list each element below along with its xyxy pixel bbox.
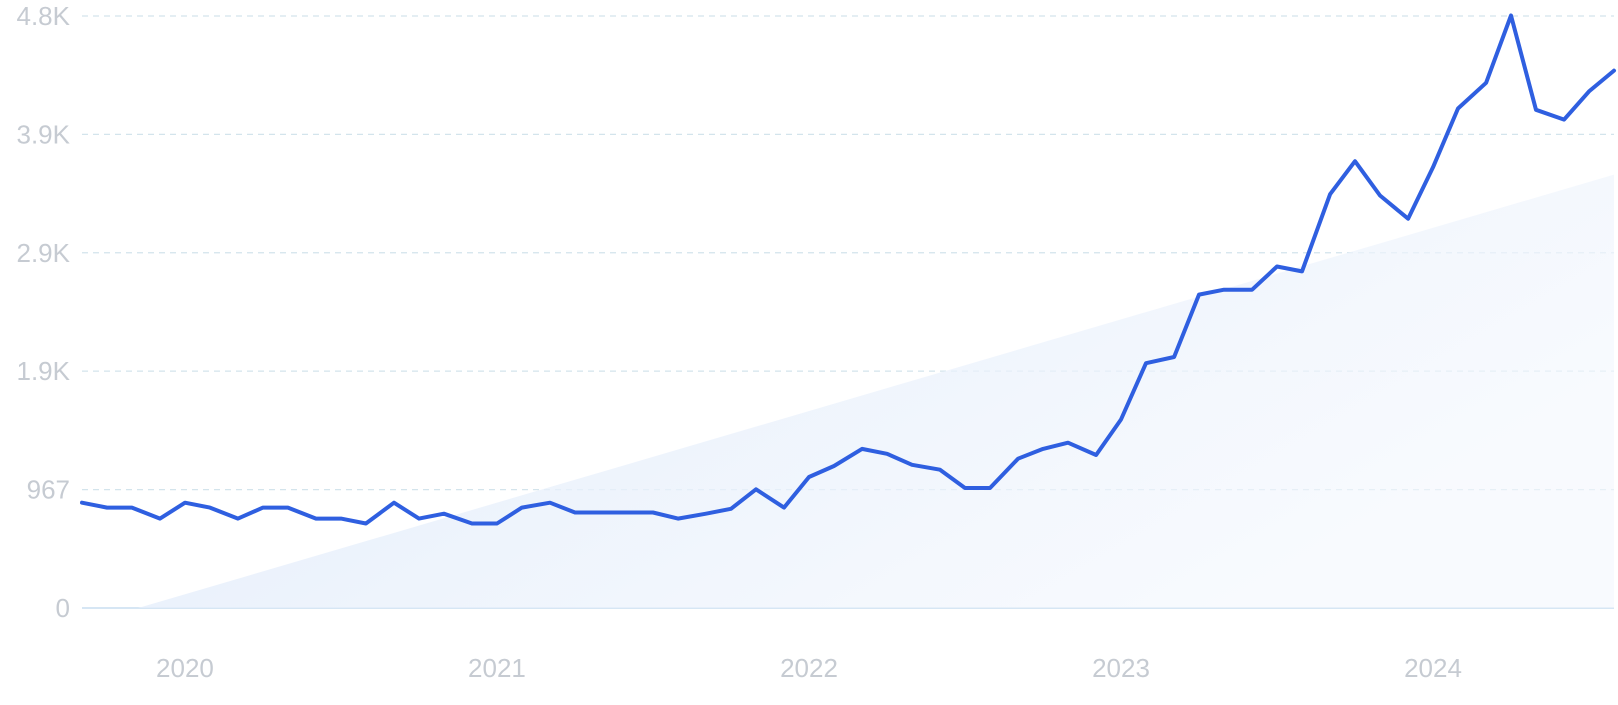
y-tick-label: 4.8K bbox=[17, 1, 71, 31]
y-tick-label: 0 bbox=[56, 593, 70, 623]
y-tick-label: 967 bbox=[27, 475, 70, 505]
y-tick-label: 3.9K bbox=[17, 119, 71, 149]
series-lines bbox=[80, 13, 1616, 526]
x-tick-label: 2020 bbox=[156, 653, 214, 683]
x-tick-label: 2021 bbox=[468, 653, 526, 683]
trend-area bbox=[138, 174, 1614, 608]
y-axis: 0 967 1.9K 2.9K 3.9K 4.8K bbox=[17, 1, 71, 623]
series-line bbox=[80, 13, 1616, 526]
x-tick-label: 2024 bbox=[1404, 653, 1462, 683]
x-tick-label: 2023 bbox=[1092, 653, 1150, 683]
y-tick-label: 1.9K bbox=[17, 356, 71, 386]
x-axis: 2020 2021 2022 2023 2024 bbox=[156, 653, 1462, 683]
y-tick-label: 2.9K bbox=[17, 238, 71, 268]
trend-area-shape bbox=[138, 174, 1614, 608]
x-tick-label: 2022 bbox=[780, 653, 838, 683]
